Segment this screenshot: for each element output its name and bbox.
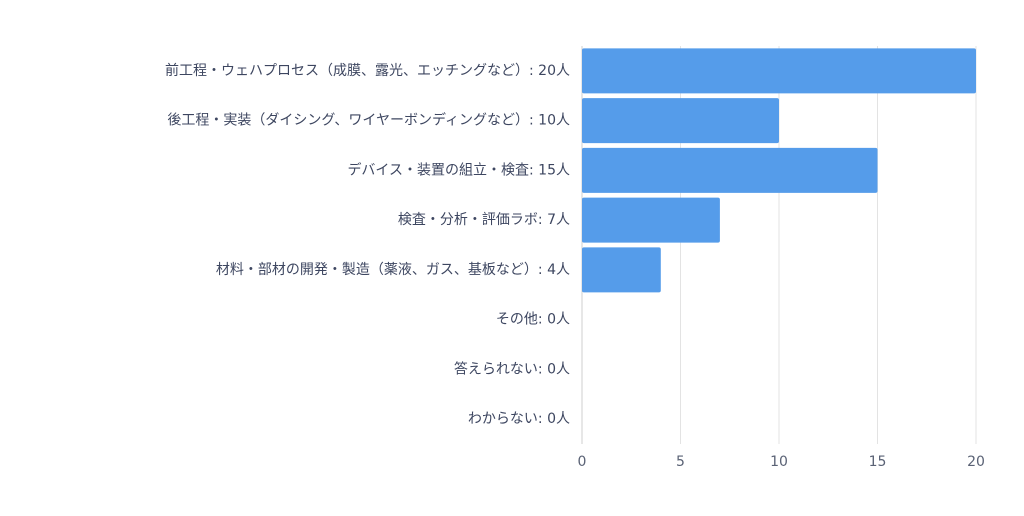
- category-label: 答えられない: 0人: [454, 360, 570, 377]
- x-tick-label: 10: [770, 454, 788, 470]
- category-label: わからない: 0人: [468, 411, 570, 427]
- category-label: その他: 0人: [496, 312, 570, 328]
- x-axis-ticks: 0 5 10 15 20: [578, 454, 985, 470]
- bar[interactable]: [582, 48, 976, 94]
- category-labels: 前工程・ウェハプロセス（成膜、露光、エッチングなど）: 20人後工程・実装（ダイ…: [165, 62, 570, 427]
- x-tick-label: 5: [676, 454, 685, 470]
- bar[interactable]: [582, 147, 878, 193]
- x-tick-label: 15: [869, 454, 887, 470]
- x-tick-label: 20: [967, 454, 985, 470]
- bar[interactable]: [582, 197, 720, 243]
- category-label: 後工程・実装（ダイシング、ワイヤーボンディングなど）: 10人: [167, 112, 570, 129]
- category-label: デバイス・装置の組立・検査: 15人: [347, 161, 570, 178]
- bar[interactable]: [582, 98, 779, 144]
- x-tick-label: 0: [578, 454, 587, 470]
- category-label: 前工程・ウェハプロセス（成膜、露光、エッチングなど）: 20人: [165, 62, 570, 79]
- category-label: 材料・部材の開発・製造（薬液、ガス、基板など）: 4人: [216, 261, 570, 278]
- bars: [582, 48, 976, 293]
- category-label: 検査・分析・評価ラボ: 7人: [398, 212, 570, 228]
- bar[interactable]: [582, 247, 661, 293]
